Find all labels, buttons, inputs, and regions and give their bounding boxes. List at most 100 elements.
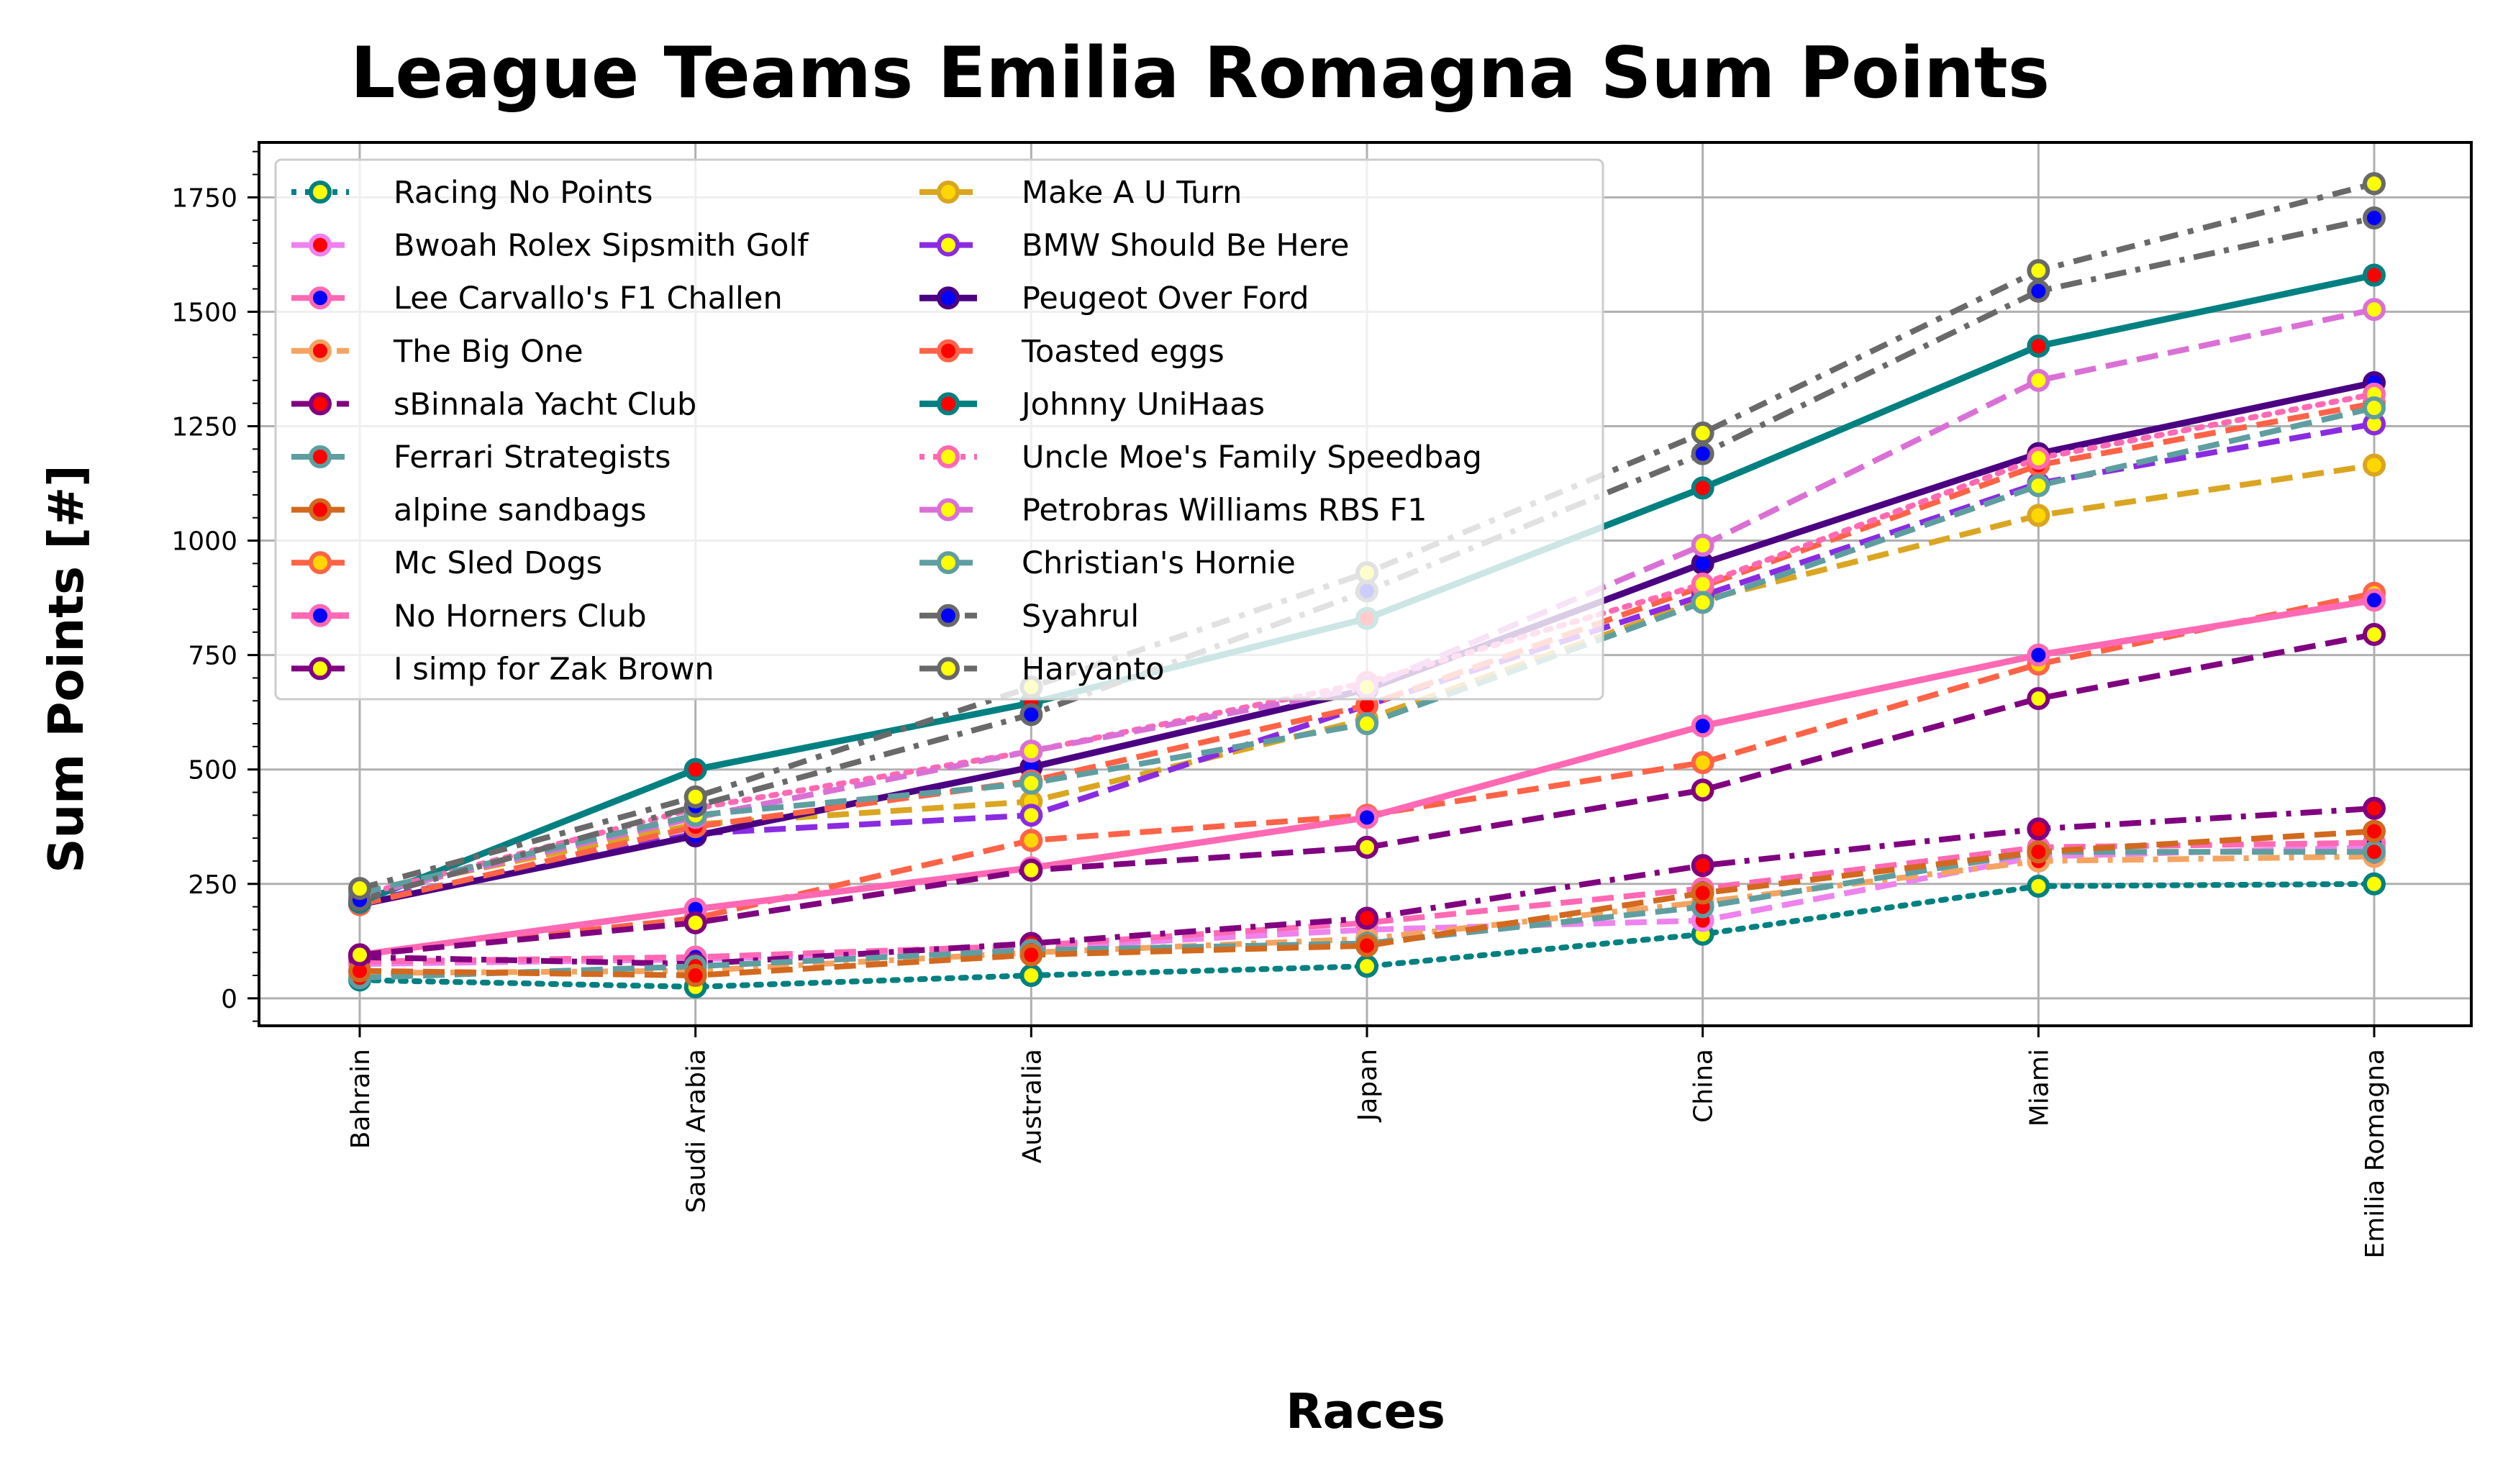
legend-entry-label: BMW Should Be Here	[1022, 228, 1349, 264]
data-point	[2363, 453, 2386, 477]
data-point	[2363, 819, 2386, 843]
legend-swatch-marker	[309, 181, 332, 204]
data-point	[2027, 874, 2050, 898]
legend-entry-label: Lee Carvallo's F1 Challen	[394, 281, 783, 317]
data-point	[1019, 858, 1043, 882]
data-point	[2027, 687, 2050, 711]
x-tick-label: Emilia Romagna	[2361, 1049, 2390, 1259]
data-point	[2363, 588, 2386, 612]
legend-swatch-marker	[309, 657, 332, 680]
data-point	[1355, 806, 1378, 829]
legend-swatch-marker	[937, 604, 960, 627]
legend-entry-label: Peugeot Over Ford	[1022, 281, 1309, 317]
data-point	[1691, 476, 1714, 500]
data-point	[1691, 591, 1714, 614]
data-point	[2027, 504, 2050, 527]
y-tick-label: 1500	[171, 298, 237, 327]
data-point	[1019, 804, 1043, 827]
y-tick-label: 1250	[171, 412, 237, 442]
legend-entry-label: I simp for Zak Brown	[394, 651, 714, 687]
data-point	[2027, 259, 2050, 283]
legend: Racing No Points Bwoah Rolex Sipsmith Gol…	[274, 158, 1604, 701]
legend-entry-label: Petrobras Williams RBS F1	[1022, 493, 1427, 529]
data-point	[1019, 771, 1043, 795]
data-point	[2027, 368, 2050, 392]
legend-entry-label: sBinnala Yacht Club	[394, 386, 696, 422]
data-point	[1355, 955, 1378, 978]
data-point	[1691, 714, 1714, 738]
legend-swatch-marker	[937, 233, 960, 257]
data-point	[2363, 396, 2386, 420]
legend-entry-label: Mc Sled Dogs	[394, 545, 602, 581]
data-point	[2363, 263, 2386, 287]
data-point	[2363, 206, 2386, 229]
data-point	[1691, 854, 1714, 878]
data-point	[2363, 622, 2386, 646]
legend-swatch-marker	[309, 286, 332, 310]
data-point	[1691, 422, 1714, 445]
legend-entry-label: Christian's Hornie	[1022, 545, 1296, 581]
legend-swatch-marker	[937, 339, 960, 363]
legend-entry-label: alpine sandbags	[394, 493, 647, 529]
legend-entry-label: Syahrul	[1022, 598, 1139, 634]
legend-entry-label: The Big One	[393, 334, 583, 370]
legend-swatch-marker	[937, 181, 960, 204]
plot-area-frame	[258, 141, 2473, 1027]
legend-entry-label: Make A U Turn	[1022, 175, 1242, 211]
data-point	[2027, 817, 2050, 841]
y-tick-label: 1000	[171, 527, 237, 557]
legend-swatch-marker	[937, 498, 960, 522]
data-point	[2027, 840, 2050, 864]
legend-entry-label: Johnny UniHaas	[1019, 386, 1265, 422]
axes: 0 250 500 750 1000 1250 1500 1750 Bahrain Saudi A…	[171, 150, 2390, 1259]
legend-swatch-marker	[309, 498, 332, 522]
data-point	[1691, 533, 1714, 557]
data-point	[2027, 643, 2050, 667]
chart-title: League Teams Emilia Romagna Sum Points	[350, 32, 2050, 114]
data-point	[2363, 840, 2386, 864]
legend-swatch-marker	[309, 339, 332, 363]
legend-swatch-marker	[309, 445, 332, 468]
legend-swatch-marker	[309, 551, 332, 575]
data-point	[2027, 334, 2050, 358]
legend-swatch-marker	[937, 286, 960, 310]
data-point	[1355, 934, 1378, 957]
data-point	[2363, 872, 2386, 896]
data-point	[2027, 279, 2050, 303]
legend-swatch-marker	[937, 657, 960, 680]
data-point	[1019, 829, 1043, 852]
legend-swatch-marker	[309, 604, 332, 627]
legend-swatch-marker	[937, 445, 960, 468]
x-tick-label: Saudi Arabia	[682, 1049, 712, 1213]
data-point	[1691, 881, 1714, 905]
legend-entry-label: Bwoah Rolex Sipsmith Golf	[394, 228, 809, 264]
data-point	[1355, 906, 1378, 930]
data-point	[2027, 474, 2050, 498]
y-tick-label: 0	[221, 985, 237, 1014]
legend-entry-label: Toasted eggs	[1021, 334, 1225, 370]
data-point	[683, 785, 707, 809]
data-point	[1019, 943, 1043, 967]
data-point	[2363, 172, 2386, 196]
legend-entry-label: No Horners Club	[394, 598, 647, 634]
data-point	[348, 877, 371, 901]
y-tick-label: 750	[188, 642, 237, 671]
data-point	[1691, 778, 1714, 802]
x-tick-label: Miami	[2025, 1049, 2054, 1126]
y-tick-label: 1750	[171, 183, 237, 213]
x-tick-label: Bahrain	[346, 1049, 376, 1149]
data-point	[348, 943, 371, 967]
legend-entry-label: Ferrari Strategists	[394, 440, 671, 475]
x-tick-label: Australia	[1017, 1049, 1047, 1163]
legend-swatch-marker	[937, 392, 960, 416]
data-point	[683, 964, 707, 988]
legend-swatch-marker	[309, 392, 332, 416]
legend-swatch-marker	[937, 551, 960, 575]
data-point	[1355, 712, 1378, 736]
x-tick-label: Japan	[1353, 1049, 1383, 1122]
data-point	[1019, 739, 1043, 763]
data-point	[1691, 552, 1714, 575]
y-axis-label: Sum Points [#]	[38, 465, 94, 873]
x-axis-label: Races	[1286, 1383, 1445, 1439]
data-point	[1019, 703, 1043, 727]
